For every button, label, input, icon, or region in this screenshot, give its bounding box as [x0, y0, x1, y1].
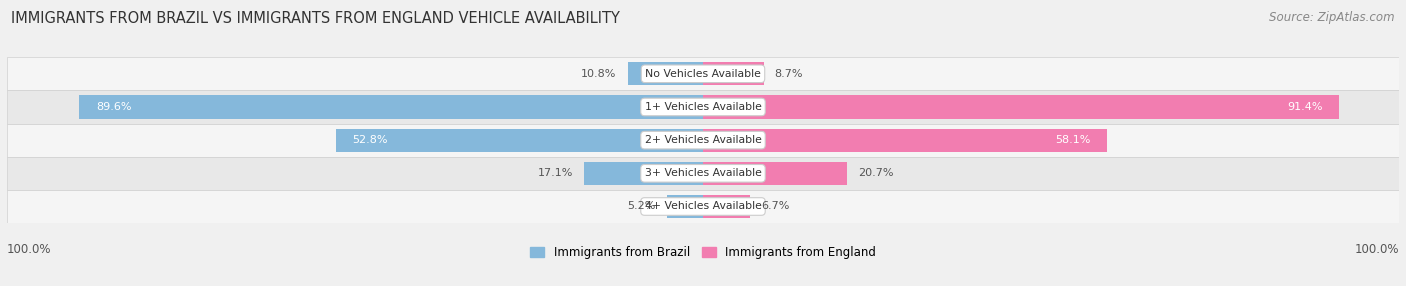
Text: 58.1%: 58.1%: [1056, 135, 1091, 145]
Bar: [7, 157, 1399, 190]
Text: No Vehicles Available: No Vehicles Available: [645, 69, 761, 79]
Text: 100.0%: 100.0%: [7, 243, 52, 256]
Text: 52.8%: 52.8%: [353, 135, 388, 145]
Text: 3+ Vehicles Available: 3+ Vehicles Available: [644, 168, 762, 178]
Text: 91.4%: 91.4%: [1286, 102, 1323, 112]
Bar: [583, 162, 703, 185]
Bar: [7, 57, 1399, 90]
Bar: [703, 128, 1108, 152]
Text: 8.7%: 8.7%: [775, 69, 803, 79]
Text: 10.8%: 10.8%: [581, 69, 617, 79]
Legend: Immigrants from Brazil, Immigrants from England: Immigrants from Brazil, Immigrants from …: [526, 241, 880, 264]
Bar: [703, 95, 1339, 119]
Bar: [703, 62, 763, 86]
Text: 1+ Vehicles Available: 1+ Vehicles Available: [644, 102, 762, 112]
Text: 4+ Vehicles Available: 4+ Vehicles Available: [644, 202, 762, 211]
Bar: [703, 195, 749, 218]
Text: 100.0%: 100.0%: [1354, 243, 1399, 256]
Text: IMMIGRANTS FROM BRAZIL VS IMMIGRANTS FROM ENGLAND VEHICLE AVAILABILITY: IMMIGRANTS FROM BRAZIL VS IMMIGRANTS FRO…: [11, 11, 620, 26]
Bar: [336, 128, 703, 152]
Text: 2+ Vehicles Available: 2+ Vehicles Available: [644, 135, 762, 145]
Bar: [666, 195, 703, 218]
Text: Source: ZipAtlas.com: Source: ZipAtlas.com: [1270, 11, 1395, 24]
Bar: [628, 62, 703, 86]
Bar: [703, 162, 846, 185]
Bar: [7, 90, 1399, 124]
Text: 20.7%: 20.7%: [858, 168, 894, 178]
Text: 89.6%: 89.6%: [96, 102, 132, 112]
Text: 5.2%: 5.2%: [627, 202, 655, 211]
Bar: [79, 95, 703, 119]
Bar: [7, 124, 1399, 157]
Bar: [7, 190, 1399, 223]
Text: 6.7%: 6.7%: [761, 202, 789, 211]
Text: 17.1%: 17.1%: [537, 168, 572, 178]
